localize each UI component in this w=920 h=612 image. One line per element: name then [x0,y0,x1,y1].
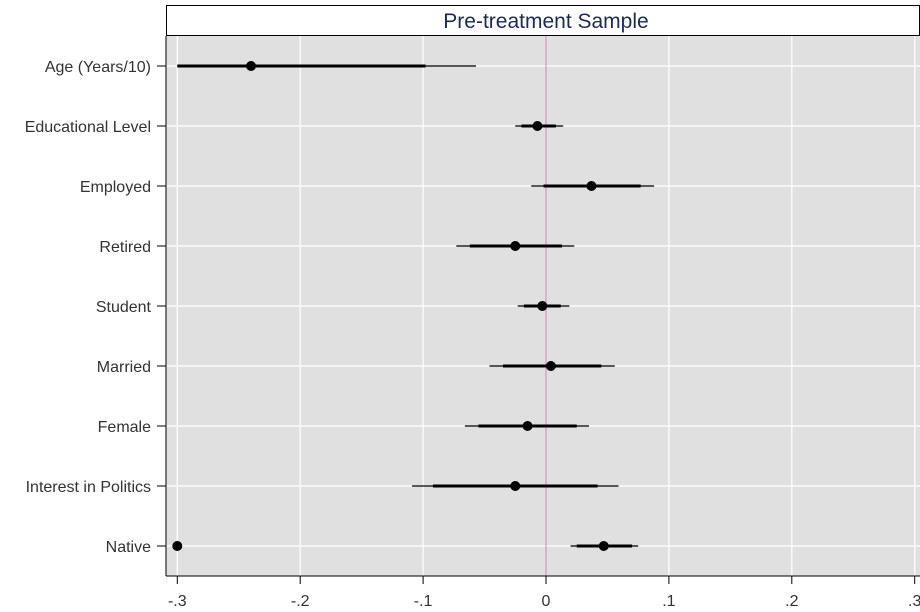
x-tick-label: 0 [542,593,551,610]
point-estimate [532,121,543,131]
y-axis-ticks: Age (Years/10) Educational Level Employed R… [25,59,166,556]
point-estimate [586,181,597,191]
edge-point [172,541,183,551]
category-label: Native [106,539,151,556]
x-tick-label: -.1 [414,593,433,610]
point-estimate [598,541,609,551]
point-estimate [545,361,556,371]
category-label: Married [97,359,151,376]
category-label: Female [98,419,151,436]
category-label: Retired [99,239,151,256]
x-tick-label: -.2 [291,593,310,610]
category-label: Employed [80,179,151,196]
category-label: Interest in Politics [26,479,151,496]
point-estimate [522,421,533,431]
x-tick-label: .1 [662,593,675,610]
category-label: Educational Level [25,119,151,136]
point-estimate [537,301,548,311]
coefficient-marks [172,61,655,551]
x-tick-label: .3 [908,593,920,610]
point-estimate [510,241,521,251]
point-estimate [246,61,257,71]
x-axis-ticks: -.3 -.2 -.1 0 .1 .2 .3 [168,576,920,610]
category-label: Student [96,299,152,316]
x-tick-label: .2 [785,593,798,610]
x-tick-label: -.3 [168,593,187,610]
point-estimate [510,481,521,491]
chart-title: Pre-treatment Sample [443,10,648,33]
category-label: Age (Years/10) [45,59,151,76]
title-box [166,5,920,36]
